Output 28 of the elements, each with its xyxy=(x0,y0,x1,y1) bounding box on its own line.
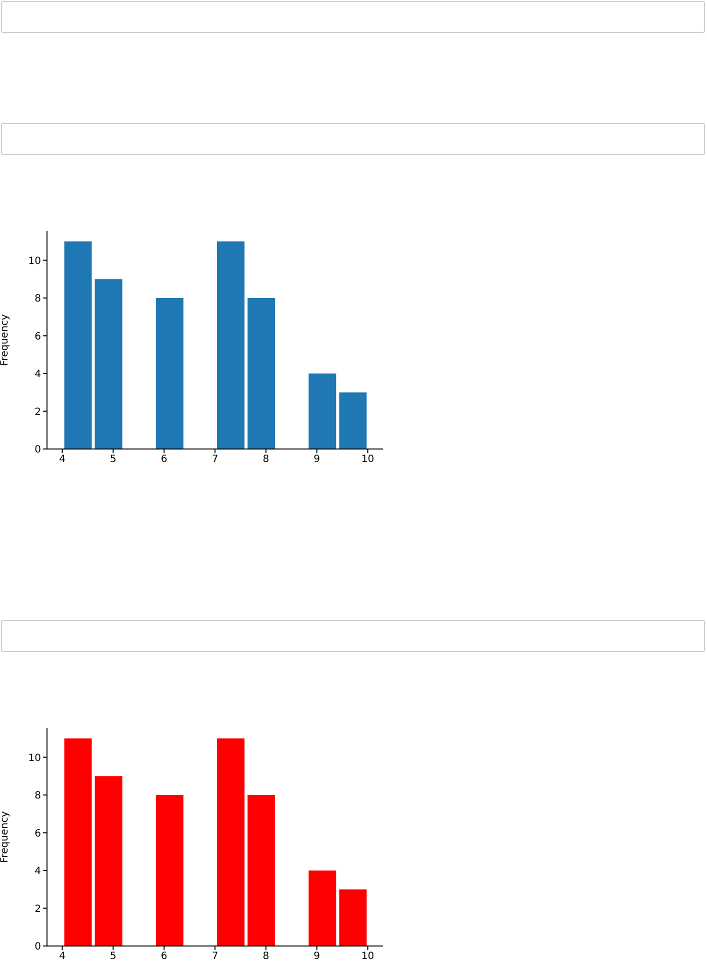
x-tick-label: 4 xyxy=(59,454,66,466)
y-tick-label: 0 xyxy=(34,444,41,456)
x-tick-label: 5 xyxy=(110,454,116,466)
x-tick-label: 6 xyxy=(160,951,168,962)
x-tick-label: 8 xyxy=(262,951,270,962)
y-axis-title: Frequency xyxy=(0,314,11,366)
y-tick-label: 10 xyxy=(28,256,41,267)
y-tick-label: 2 xyxy=(34,904,41,915)
y-tick-label: 4 xyxy=(34,369,41,380)
y-tick-label: 0 xyxy=(34,942,41,953)
y-tick-label: 8 xyxy=(34,294,41,305)
x-tick-label: 8 xyxy=(262,454,270,466)
y-tick-label: 10 xyxy=(28,752,41,764)
x-tick-label: 7 xyxy=(212,454,218,466)
y-tick-label: 6 xyxy=(34,331,41,342)
y-axis-title: Frequency xyxy=(0,811,11,863)
x-tick-label: 7 xyxy=(212,951,218,962)
x-tick-label: 10 xyxy=(361,951,374,962)
x-tick-label: 4 xyxy=(59,951,66,962)
y-tick-label: 8 xyxy=(34,790,41,802)
x-tick-label: 10 xyxy=(361,454,374,466)
y-tick-label: 2 xyxy=(34,406,41,418)
y-tick-label: 4 xyxy=(34,866,41,878)
x-tick-label: 9 xyxy=(314,951,320,962)
x-tick-label: 5 xyxy=(110,951,116,962)
y-tick-label: 6 xyxy=(34,828,41,840)
x-tick-label: 9 xyxy=(314,454,320,466)
x-tick-label: 6 xyxy=(160,454,168,466)
